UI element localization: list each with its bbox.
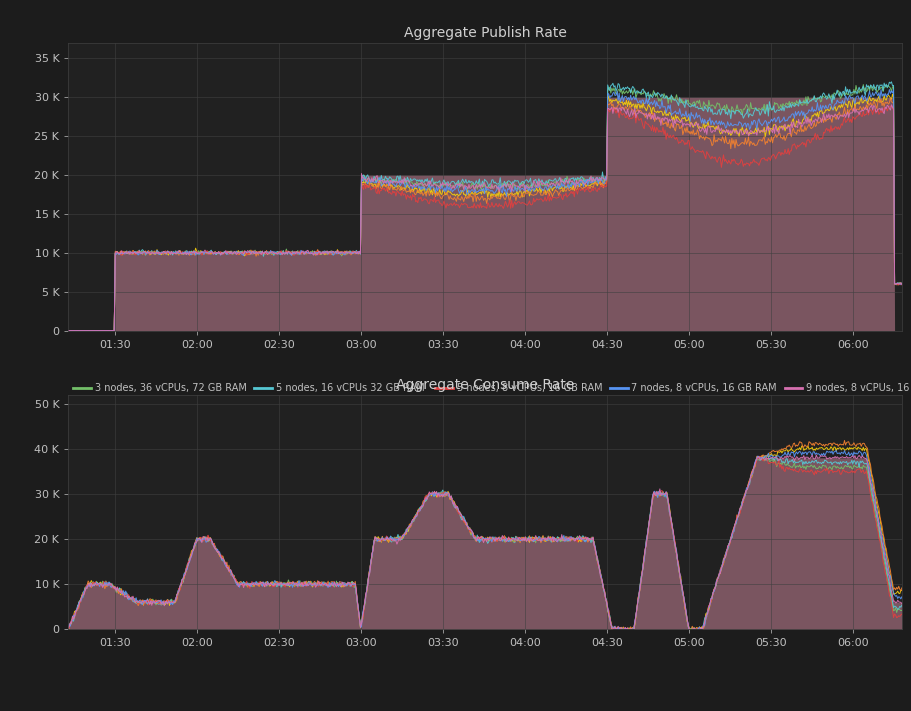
Title: Aggregate Consume Rate: Aggregate Consume Rate <box>396 378 574 392</box>
Legend: 3 nodes, 36 vCPUs, 72 GB RAM, 3 nodes, 16 vCPUs, 32 GB RAM, 5 nodes, 16 vCPUs 32: 3 nodes, 36 vCPUs, 72 GB RAM, 3 nodes, 1… <box>73 383 911 408</box>
Title: Aggregate Publish Rate: Aggregate Publish Rate <box>404 26 567 40</box>
